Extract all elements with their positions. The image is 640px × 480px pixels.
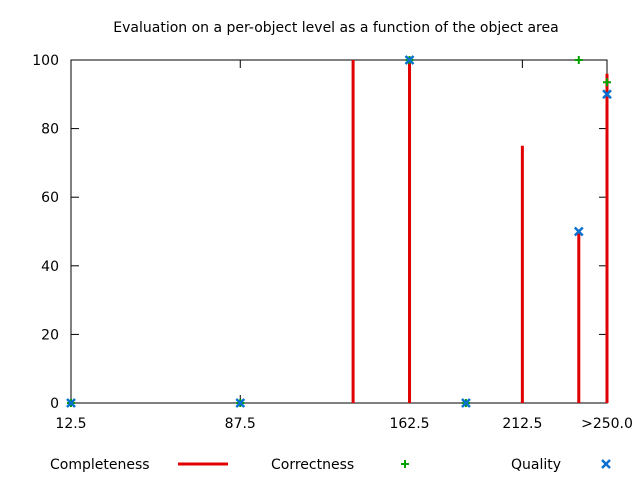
legend-label: Quality <box>511 457 561 473</box>
y-axis: 0 20 40 60 80 100 <box>32 53 607 412</box>
series-layer <box>66 55 612 408</box>
quality-point <box>66 398 76 408</box>
correctness-point <box>574 56 583 64</box>
y-tick-label: 40 <box>41 259 59 275</box>
x-tick-label: 162.5 <box>389 416 429 432</box>
quality-point <box>573 226 584 237</box>
series-quality <box>66 55 612 408</box>
x-tick-label: 12.5 <box>55 416 86 432</box>
chart-title: Evaluation on a per-object level as a fu… <box>113 20 558 36</box>
y-tick-label: 100 <box>32 53 59 69</box>
quality-point <box>404 55 415 65</box>
legend-sample <box>401 460 409 468</box>
legend-label: Completeness <box>50 457 150 473</box>
quality-point <box>461 398 471 408</box>
y-tick-label: 20 <box>41 327 59 343</box>
x-tick-label: >250.0 <box>581 416 633 432</box>
x-axis: 12.5 87.5 162.5 212.5 >250.0 <box>55 60 633 432</box>
series-correctness <box>67 56 611 407</box>
y-tick-label: 60 <box>41 190 59 206</box>
x-tick-label: 87.5 <box>225 416 256 432</box>
plot-frame <box>70 59 608 404</box>
correctness-point <box>603 78 611 87</box>
y-tick-label: 0 <box>50 396 59 412</box>
legend-sample <box>601 459 611 469</box>
quality-point <box>235 398 246 408</box>
quality-point <box>602 89 612 100</box>
legend: Completeness Correctness Quality <box>50 457 611 473</box>
y-tick-label: 80 <box>41 122 59 138</box>
x-tick-label: 212.5 <box>502 416 542 432</box>
series-completeness <box>351 60 609 403</box>
legend-label: Correctness <box>271 457 354 473</box>
